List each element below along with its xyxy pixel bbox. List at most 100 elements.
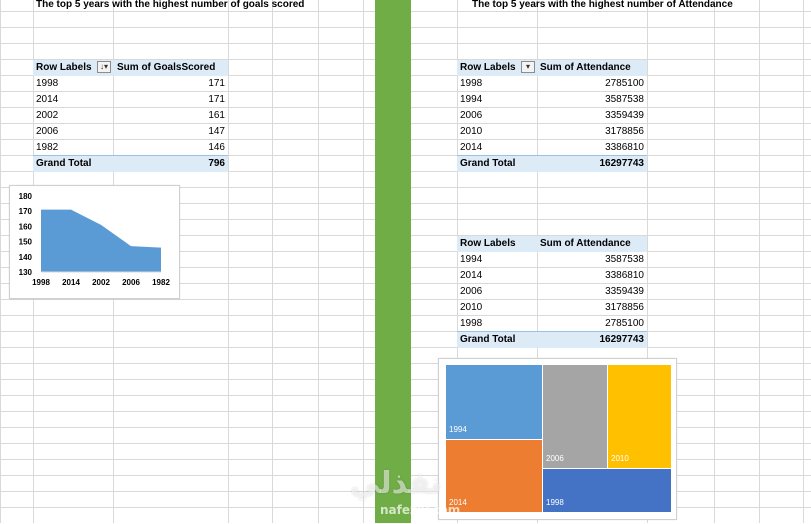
table-row[interactable]: 2014 3386810 xyxy=(457,268,647,284)
column-divider xyxy=(714,0,715,523)
row-label: 1998 xyxy=(36,76,58,92)
table-row[interactable]: 1982 146 xyxy=(33,140,228,156)
grand-total-row[interactable]: Grand Total 16297743 xyxy=(457,155,647,172)
table-row[interactable]: 2014 3386810 xyxy=(457,140,647,156)
left-title: The top 5 years with the highest number … xyxy=(36,0,304,12)
area-series[interactable] xyxy=(41,210,161,272)
row-label: 2002 xyxy=(36,108,58,124)
row-label: 2010 xyxy=(460,124,482,140)
value-header: Sum of Attendance xyxy=(540,236,631,252)
column-divider xyxy=(272,0,273,523)
value-header: Sum of GoalsScored xyxy=(117,60,215,76)
filter-sort-icon[interactable]: ↓▾ xyxy=(97,61,111,73)
attendance-pivot-table: Row Labels ▾ Sum of Attendance 1998 2785… xyxy=(457,60,647,172)
row-label: 1994 xyxy=(460,252,482,268)
row-value: 171 xyxy=(208,76,225,92)
row-value: 3587538 xyxy=(605,252,644,268)
row-value: 3178856 xyxy=(605,124,644,140)
x-tick-label: 2006 xyxy=(122,278,140,287)
row-label: 2010 xyxy=(460,300,482,316)
x-tick-label: 2014 xyxy=(62,278,80,287)
right-title: The top 5 years with the highest number … xyxy=(472,0,733,12)
y-tick-label: 160 xyxy=(19,222,33,231)
row-label: 1994 xyxy=(460,92,482,108)
table-row[interactable]: 1994 3587538 xyxy=(457,252,647,268)
row-label: 2006 xyxy=(36,124,58,140)
goals-area-chart[interactable]: 130 140 150 160 170 180 1998 2014 2002 2006 1982 xyxy=(9,185,180,299)
treemap-label: 2010 xyxy=(611,454,629,463)
green-divider-bar xyxy=(375,0,411,523)
row-value: 161 xyxy=(208,108,225,124)
x-tick-label: 1998 xyxy=(32,278,50,287)
row-value: 3359439 xyxy=(605,284,644,300)
value-header: Sum of Attendance xyxy=(540,60,631,76)
x-tick-label: 1982 xyxy=(152,278,170,287)
row-label: 1998 xyxy=(460,316,482,332)
grand-total-row[interactable]: Grand Total 16297743 xyxy=(457,331,647,348)
row-labels-header: Row Labels xyxy=(36,60,92,76)
total-value: 16297743 xyxy=(600,156,645,172)
table-row[interactable]: 2006 3359439 xyxy=(457,108,647,124)
y-tick-label: 170 xyxy=(19,207,33,216)
row-value: 3178856 xyxy=(605,300,644,316)
column-divider xyxy=(363,0,364,523)
row-value: 171 xyxy=(208,92,225,108)
pivot-header-row: Row Labels ↓▾ Sum of GoalsScored xyxy=(33,60,228,76)
total-value: 796 xyxy=(208,156,225,172)
row-label: 2014 xyxy=(36,92,58,108)
grand-total-row[interactable]: Grand Total 796 xyxy=(33,155,228,172)
table-row[interactable]: 2014 171 xyxy=(33,92,228,108)
total-label: Grand Total xyxy=(36,156,91,172)
pivot-header-row: Row Labels ▾ Sum of Attendance xyxy=(457,60,647,76)
pivot-header-row: Row Labels Sum of Attendance xyxy=(457,236,647,252)
row-labels-header: Row Labels xyxy=(460,60,516,76)
row-label: 2006 xyxy=(460,108,482,124)
table-row[interactable]: 2002 161 xyxy=(33,108,228,124)
row-value: 147 xyxy=(208,124,225,140)
filter-icon[interactable]: ▾ xyxy=(521,61,535,73)
table-row[interactable]: 1998 2785100 xyxy=(457,316,647,332)
column-divider xyxy=(803,0,804,523)
treemap-label: 1998 xyxy=(546,498,564,507)
table-row[interactable]: 2006 3359439 xyxy=(457,284,647,300)
y-tick-label: 130 xyxy=(19,268,33,277)
row-value: 2785100 xyxy=(605,76,644,92)
row-value: 2785100 xyxy=(605,316,644,332)
treemap-tile[interactable] xyxy=(543,365,607,468)
total-value: 16297743 xyxy=(600,332,645,348)
total-label: Grand Total xyxy=(460,332,515,348)
goals-pivot-table: Row Labels ↓▾ Sum of GoalsScored 1998 17… xyxy=(33,60,228,172)
y-tick-label: 180 xyxy=(19,192,33,201)
treemap-label: 1994 xyxy=(449,425,467,434)
table-row[interactable]: 2010 3178856 xyxy=(457,124,647,140)
column-divider xyxy=(759,0,760,523)
row-value: 3386810 xyxy=(605,140,644,156)
row-labels-header: Row Labels xyxy=(460,236,516,252)
row-label: 1982 xyxy=(36,140,58,156)
column-divider xyxy=(318,0,319,523)
row-value: 3386810 xyxy=(605,268,644,284)
row-label: 1998 xyxy=(460,76,482,92)
table-row[interactable]: 1994 3587538 xyxy=(457,92,647,108)
watermark-url: nafezly.com xyxy=(380,503,460,517)
y-tick-label: 140 xyxy=(19,253,33,262)
y-tick-label: 150 xyxy=(19,238,33,247)
column-divider xyxy=(228,0,229,523)
table-row[interactable]: 1998 171 xyxy=(33,76,228,92)
row-value: 3587538 xyxy=(605,92,644,108)
treemap-tile[interactable] xyxy=(608,365,671,468)
attendance-sorted-pivot-table: Row Labels Sum of Attendance 1994 358753… xyxy=(457,236,647,348)
row-value: 146 xyxy=(208,140,225,156)
row-label: 2014 xyxy=(460,268,482,284)
x-tick-label: 2002 xyxy=(92,278,110,287)
table-row[interactable]: 2010 3178856 xyxy=(457,300,647,316)
table-row[interactable]: 1998 2785100 xyxy=(457,76,647,92)
row-label: 2006 xyxy=(460,284,482,300)
table-row[interactable]: 2006 147 xyxy=(33,124,228,140)
area-chart-svg: 130 140 150 160 170 180 1998 2014 2002 2006 1982 xyxy=(10,186,179,298)
total-label: Grand Total xyxy=(460,156,515,172)
watermark-logo: نفذلي xyxy=(350,466,442,501)
treemap-label: 2006 xyxy=(546,454,564,463)
